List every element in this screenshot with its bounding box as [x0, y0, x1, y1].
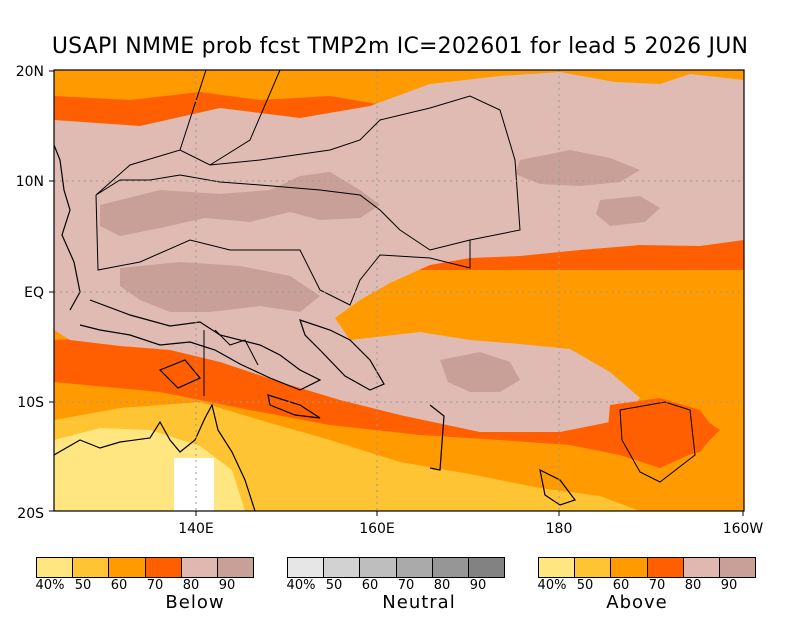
prob-field-90-b — [120, 262, 320, 312]
legend-below-swatch — [109, 558, 146, 577]
legend-below-ticks: 40% 50 60 70 80 90 — [35, 578, 254, 593]
prob-field-90-e — [596, 196, 660, 226]
legend-tick: 60 — [110, 578, 128, 593]
prob-field-90-d — [440, 352, 520, 392]
legend-tick: 90 — [720, 578, 738, 593]
map-title: USAPI NMME prob fcst TMP2m IC=202601 for… — [51, 34, 749, 59]
lat-label-eq: EQ — [24, 285, 44, 301]
legend-below-swatch — [37, 558, 74, 577]
legend-neutral-swatch — [468, 558, 505, 577]
legend-below-swatch — [145, 558, 182, 577]
axis-ticks — [49, 70, 744, 516]
legend-tick: 80 — [182, 578, 200, 593]
legend-tick: 50 — [74, 578, 92, 593]
legend-tick: 40% — [537, 578, 567, 593]
legend-neutral-swatch — [324, 558, 361, 577]
lat-label-10n: 10N — [16, 174, 44, 190]
legend-below-swatch — [181, 558, 218, 577]
legend-tick: 60 — [612, 578, 630, 593]
legend-above-ticks: 40% 50 60 70 80 90 — [537, 578, 756, 593]
legend-neutral-colorbar — [287, 557, 505, 578]
legend-neutral-swatch — [396, 558, 433, 577]
legend-tick: 70 — [146, 578, 164, 593]
legend-neutral-ticks: 40% 50 60 70 80 90 — [286, 578, 505, 593]
legend-below-label: Below — [165, 592, 225, 613]
legend-above-swatch — [575, 558, 612, 577]
legend-neutral-label: Neutral — [382, 592, 456, 613]
legend-above-label: Above — [606, 592, 668, 613]
prob-field-70-east — [608, 398, 716, 462]
lon-label-160w: 160W — [723, 521, 764, 537]
prob-field-90-a — [100, 172, 380, 236]
legend-above-swatch — [647, 558, 684, 577]
lon-label-180: 180 — [546, 521, 573, 537]
legend-tick: 90 — [469, 578, 487, 593]
lat-label-20n: 20N — [16, 64, 44, 80]
legend-tick: 40% — [286, 578, 316, 593]
legend-above-colorbar — [538, 557, 756, 578]
legend-above-swatch — [539, 558, 576, 577]
legend-above-swatch — [719, 558, 756, 577]
legend-below-swatch — [73, 558, 110, 577]
eez-boundaries — [95, 70, 696, 483]
legend-neutral-swatch — [288, 558, 325, 577]
legend-neutral-swatch — [360, 558, 397, 577]
prob-field-90-c — [515, 150, 640, 186]
legend-tick: 80 — [684, 578, 702, 593]
legend-tick: 50 — [576, 578, 594, 593]
legend-tick: 70 — [397, 578, 415, 593]
no-forecast-area — [174, 458, 214, 511]
legend-below-swatch — [217, 558, 254, 577]
legend-tick: 50 — [325, 578, 343, 593]
legend-above-swatch — [683, 558, 720, 577]
lat-label-20s: 20S — [17, 506, 44, 522]
lon-label-140e: 140E — [178, 521, 214, 537]
legend-tick: 70 — [648, 578, 666, 593]
legend-tick: 90 — [218, 578, 236, 593]
plot-frame — [53, 69, 745, 512]
grid-lines — [54, 70, 744, 511]
map-plot-area — [54, 70, 744, 511]
coastlines — [54, 144, 576, 511]
lat-label-10s: 10S — [17, 395, 44, 411]
lon-label-160e: 160E — [359, 521, 395, 537]
legend-below-colorbar — [36, 557, 254, 578]
legend-above-swatch — [611, 558, 648, 577]
legend-tick: 60 — [361, 578, 379, 593]
legend-tick: 80 — [433, 578, 451, 593]
legend-neutral-swatch — [432, 558, 469, 577]
legend-tick: 40% — [35, 578, 65, 593]
